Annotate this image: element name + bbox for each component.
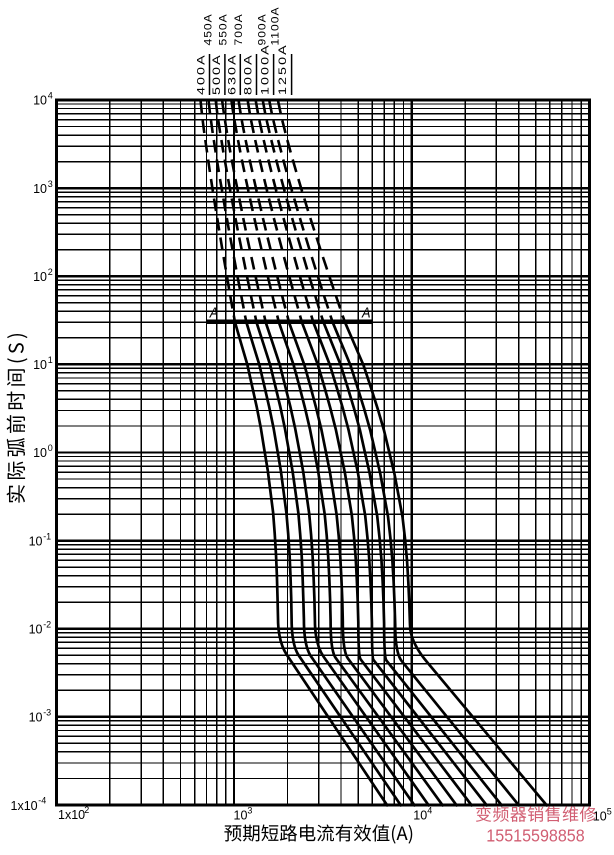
- svg-text:3: 3: [48, 179, 53, 189]
- svg-text:2: 2: [48, 267, 53, 277]
- svg-text:0: 0: [48, 443, 53, 453]
- svg-text:10: 10: [234, 808, 248, 822]
- svg-text:1x10: 1x10: [11, 799, 38, 813]
- svg-text:1100A: 1100A: [270, 7, 281, 46]
- svg-text:-3: -3: [43, 708, 51, 718]
- svg-text:3: 3: [247, 805, 252, 815]
- svg-text:500A: 500A: [210, 53, 223, 95]
- svg-text:10: 10: [33, 270, 47, 284]
- svg-text:-4: -4: [38, 795, 46, 805]
- svg-text:4: 4: [427, 805, 432, 815]
- svg-text:10: 10: [33, 358, 47, 372]
- svg-text:A: A: [361, 303, 370, 320]
- svg-text:550A: 550A: [218, 13, 229, 45]
- svg-text:2: 2: [84, 805, 89, 815]
- svg-text:10: 10: [33, 182, 47, 196]
- svg-text:10: 10: [593, 810, 607, 824]
- svg-text:10: 10: [33, 446, 47, 460]
- svg-text:800A: 800A: [241, 53, 254, 95]
- svg-text:900A: 900A: [257, 13, 268, 45]
- svg-text:10: 10: [29, 623, 43, 637]
- svg-text:630A: 630A: [225, 53, 238, 95]
- svg-text:10: 10: [29, 711, 43, 725]
- svg-text:5: 5: [607, 807, 612, 817]
- svg-text:400A: 400A: [194, 53, 207, 95]
- svg-text:1000A: 1000A: [258, 43, 271, 95]
- svg-text:10: 10: [33, 94, 47, 108]
- svg-text:10: 10: [413, 808, 427, 822]
- svg-text:1x10: 1x10: [58, 808, 85, 822]
- svg-text:1250A: 1250A: [275, 43, 288, 95]
- svg-text:700A: 700A: [234, 13, 245, 45]
- svg-text:4: 4: [48, 91, 53, 101]
- svg-text:15515598858: 15515598858: [486, 826, 584, 846]
- svg-text:-2: -2: [43, 620, 51, 630]
- svg-text:-1: -1: [43, 531, 51, 541]
- svg-text:1: 1: [48, 355, 53, 365]
- svg-text:A: A: [209, 303, 218, 320]
- svg-text:10: 10: [29, 534, 43, 548]
- svg-text:450A: 450A: [203, 13, 214, 45]
